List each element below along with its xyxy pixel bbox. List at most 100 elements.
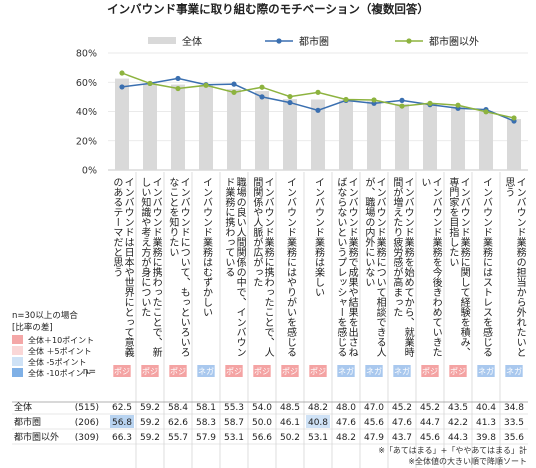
bar — [395, 103, 409, 170]
line-point — [511, 115, 517, 121]
bars — [115, 78, 521, 170]
tag-text: ネガ — [506, 366, 522, 376]
table-cell: 47.9 — [364, 433, 384, 443]
table-cell: 56.8 — [112, 418, 132, 428]
tag-badge — [169, 365, 187, 377]
table-cell: 53.1 — [308, 433, 328, 443]
sig-swatch — [12, 335, 23, 344]
sentiment-tags: n= ポジ ポジ ポジ ネガ ポジ ポジ ポジ ポジ ネガ ネガ ネガ ポジ ポジ ネガ ネガ — [83, 365, 523, 377]
tag-badge — [253, 365, 271, 377]
tag-badge — [393, 365, 411, 377]
legend-swatch — [148, 37, 176, 44]
table-cell: 55.7 — [168, 433, 188, 443]
tag-text: ポジ — [254, 367, 270, 376]
table-cell: 35.6 — [504, 433, 524, 443]
tag-text: ポジ — [226, 367, 242, 376]
table-cell: 62.5 — [112, 403, 132, 413]
bar — [171, 84, 185, 170]
tag-badge — [421, 365, 439, 377]
line-point — [371, 97, 377, 103]
tag-text: ネガ — [338, 366, 354, 376]
row-label: 都市圏以外 — [14, 431, 59, 443]
line-point — [343, 96, 349, 103]
table-cell: 40.8 — [308, 418, 328, 428]
y-tick-label: 20% — [76, 136, 97, 147]
tag-badge — [113, 365, 131, 377]
line-point — [315, 107, 321, 113]
table-cell: 59.2 — [140, 433, 160, 443]
tag-badge — [281, 365, 299, 377]
tag-badge — [197, 365, 215, 377]
table-cell: 44.3 — [448, 433, 468, 443]
category-label-line: ド業務に携わっている — [223, 177, 235, 277]
y-axis: 0% 20% 40% 60% 80% — [76, 49, 97, 177]
tag-text: ポジ — [422, 367, 438, 376]
bar — [311, 99, 325, 170]
table-cell: 53.1 — [224, 433, 244, 443]
bar — [199, 85, 213, 170]
tag-text: ネガ — [394, 366, 410, 376]
tag-badge — [309, 365, 327, 377]
category-label-line: 職場の良い人間関係の中で、インバウン — [234, 177, 246, 357]
table-cell: 54.0 — [252, 403, 272, 413]
tag-text: ポジ — [310, 367, 326, 376]
table-cell: 56.6 — [252, 433, 272, 443]
line-point — [427, 100, 433, 106]
table-cell: 57.9 — [196, 433, 216, 443]
category-label-line: インバウンド業務に関して経験を積み、 — [458, 177, 470, 357]
sig-swatch — [12, 357, 23, 366]
line-point — [455, 102, 461, 108]
tag-text: ポジ — [170, 367, 186, 376]
table-cell: 45.6 — [420, 433, 440, 443]
category-label-line: インバウンド業務に携わったことで、人 — [262, 177, 274, 357]
table-cell: 39.8 — [476, 433, 496, 443]
category-label-line: インバウンド業務はむずかしい — [201, 177, 213, 317]
tag-badge — [505, 365, 523, 377]
tag-text: ネガ — [366, 366, 382, 376]
category-label-line: い — [419, 177, 430, 187]
line-point — [231, 81, 237, 87]
sig-label: 全体 -5ポイント — [28, 357, 87, 367]
line-point — [119, 84, 125, 90]
line-point — [399, 103, 405, 109]
category-label: インバウンド業務にはやりがいを感じる — [285, 177, 297, 357]
row-n: (206) — [75, 418, 99, 428]
bar — [507, 119, 521, 170]
category-label-line: インバウンド業務にはストレスを感じる — [481, 177, 493, 357]
sig-label: 全体 -10ポイント — [28, 368, 92, 378]
table-cell: 59.2 — [140, 403, 160, 413]
table-cell: 47.0 — [364, 403, 384, 413]
category-label-line: 思う — [503, 177, 515, 197]
table-cell: 62.6 — [168, 418, 188, 428]
category-label-line: インバウンドについて、もっといろいろ — [178, 177, 190, 357]
sig-legend-subtitle: [比率の差] — [12, 322, 53, 333]
table-cell: 45.2 — [392, 403, 412, 413]
category-label-line: 間関係や人脈が広がった — [251, 177, 263, 287]
line-point — [399, 97, 405, 103]
category-label-line: インバウンド業務について相談できる人 — [374, 177, 386, 357]
category-label-line: しい知識や考え方が身についた — [139, 177, 151, 317]
line-point — [203, 82, 209, 88]
tag-badge — [365, 365, 383, 377]
value-table: 全体 (515) 62.5 59.2 58.4 58.1 55.3 54.0 48.5 48.2 4… — [12, 401, 528, 445]
table-cell: 55.3 — [224, 403, 244, 413]
sig-legend-title: n=30以上の場合 — [12, 310, 78, 321]
category-label-line: インバウンド業務は楽しい — [313, 177, 325, 297]
series-lines — [119, 70, 517, 124]
chart-title: インバウンド事業に取り組む際のモチベーション（複数回答） — [107, 2, 429, 16]
table-cell: 41.3 — [476, 418, 496, 428]
line-point — [315, 89, 321, 95]
bar — [479, 110, 493, 170]
table-cell: 59.2 — [140, 418, 160, 428]
table-cell: 34.8 — [504, 403, 524, 413]
category-label-line: インバウンド業務に携わったことで、新 — [150, 177, 162, 358]
category-label-line: なことを知りたい — [167, 177, 179, 257]
